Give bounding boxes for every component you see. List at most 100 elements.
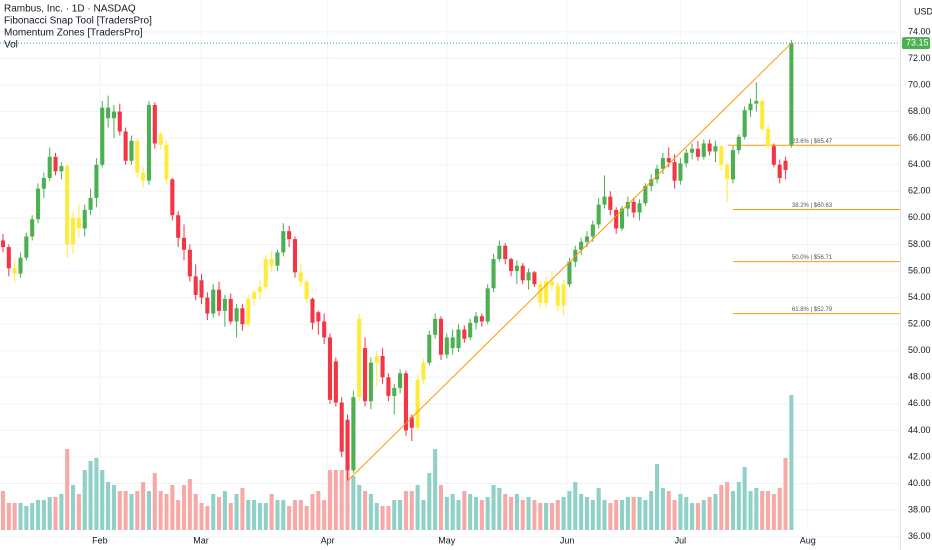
y-tick-label: 42.00	[908, 451, 931, 461]
volume-bar	[573, 482, 578, 530]
volume-bar	[152, 473, 157, 530]
candle-body	[30, 219, 35, 237]
candle-body	[456, 329, 461, 349]
volume-bar	[783, 458, 788, 530]
volume-bar	[695, 503, 700, 530]
volume-bar	[444, 497, 449, 530]
volume-bar	[205, 506, 210, 530]
candle-body	[509, 259, 514, 272]
candle-body	[643, 185, 648, 204]
candle-body	[176, 215, 181, 238]
last-price-tag	[902, 37, 930, 50]
candle-body	[684, 152, 689, 164]
candle-body	[158, 134, 163, 145]
x-tick-label: Mar	[193, 535, 209, 545]
volume-bar	[561, 497, 566, 530]
candle-body	[351, 397, 356, 471]
volume-bar	[456, 500, 461, 530]
candle-body	[555, 285, 560, 306]
volume-bar	[649, 491, 654, 530]
volume-bar	[187, 479, 192, 530]
volume-bar	[47, 497, 52, 530]
candle-body	[730, 150, 736, 180]
candle-body	[649, 179, 654, 186]
volume-bar	[275, 500, 280, 530]
volume-bar	[298, 500, 303, 530]
volume-bar	[765, 491, 771, 530]
volume-bar	[111, 485, 116, 530]
candle-body	[211, 289, 216, 314]
volume-bar	[713, 494, 718, 530]
volume-bar	[538, 503, 543, 530]
candle-body	[100, 107, 105, 165]
candle-body	[590, 224, 595, 237]
candle-body	[777, 164, 782, 179]
volume-bar	[520, 500, 525, 530]
candle-body	[544, 281, 549, 303]
volume-bar	[403, 491, 408, 530]
candle-body	[146, 104, 152, 181]
y-tick-label: 44.00	[908, 425, 931, 435]
candle-body	[754, 100, 759, 104]
candle-body	[567, 261, 572, 285]
volume-bar	[666, 491, 671, 530]
y-tick-label: 58.00	[908, 239, 931, 249]
candle-body	[240, 308, 245, 325]
volume-bar	[526, 497, 531, 530]
volume-bar	[619, 500, 625, 530]
y-tick-label: 48.00	[908, 372, 931, 382]
volume-bar	[719, 485, 724, 530]
candle-body	[141, 172, 146, 181]
volume-bar	[158, 491, 163, 530]
candle-body	[263, 259, 268, 287]
candle-body	[760, 100, 765, 129]
volume-bar	[0, 491, 6, 530]
volume-bar	[94, 458, 99, 530]
candle-body	[666, 158, 671, 163]
candle-body	[655, 168, 660, 180]
volume-bar	[141, 482, 146, 530]
volume-bar	[789, 395, 794, 530]
volume-bar	[281, 500, 286, 530]
volume-bar	[584, 497, 590, 530]
indicator-label: Vol	[4, 40, 18, 51]
candle-body	[771, 146, 776, 165]
candle-body	[596, 204, 601, 225]
candle-body	[345, 419, 350, 471]
volume-bar	[643, 500, 648, 530]
volume-bar	[473, 497, 479, 530]
candle-body	[479, 316, 484, 322]
y-tick-label: 56.00	[908, 265, 931, 275]
candle-body	[660, 158, 665, 169]
candle-body	[438, 318, 444, 355]
candle-body	[275, 252, 280, 266]
candle-body	[281, 231, 286, 253]
volume-bar	[193, 494, 198, 530]
volume-bar	[234, 494, 239, 530]
candle-body	[316, 312, 321, 322]
volume-bar	[41, 500, 46, 530]
volume-bar	[503, 494, 508, 530]
candle-body	[403, 373, 408, 431]
volume-bar	[614, 500, 619, 530]
candle-body	[333, 361, 338, 403]
candle-body	[678, 163, 683, 181]
volume-bar	[777, 488, 782, 530]
y-tick-label: 54.00	[908, 292, 931, 302]
volume-bar	[222, 491, 227, 530]
candle-body	[76, 217, 81, 229]
volume-bar	[725, 482, 730, 530]
candle-body	[123, 131, 128, 161]
volume-bar	[327, 470, 333, 530]
volume-bar	[100, 470, 105, 530]
indicator-label: Fibonacci Snap Tool [TradersPro]	[4, 16, 152, 27]
candle-body	[631, 201, 636, 213]
volume-bar	[438, 485, 444, 530]
volume-bar	[252, 500, 257, 530]
candle-body	[88, 197, 93, 210]
candle-body	[0, 240, 6, 248]
volume-bar	[269, 494, 274, 530]
candle-body	[701, 143, 706, 157]
candle-body	[228, 298, 233, 322]
volume-bar	[748, 491, 753, 530]
